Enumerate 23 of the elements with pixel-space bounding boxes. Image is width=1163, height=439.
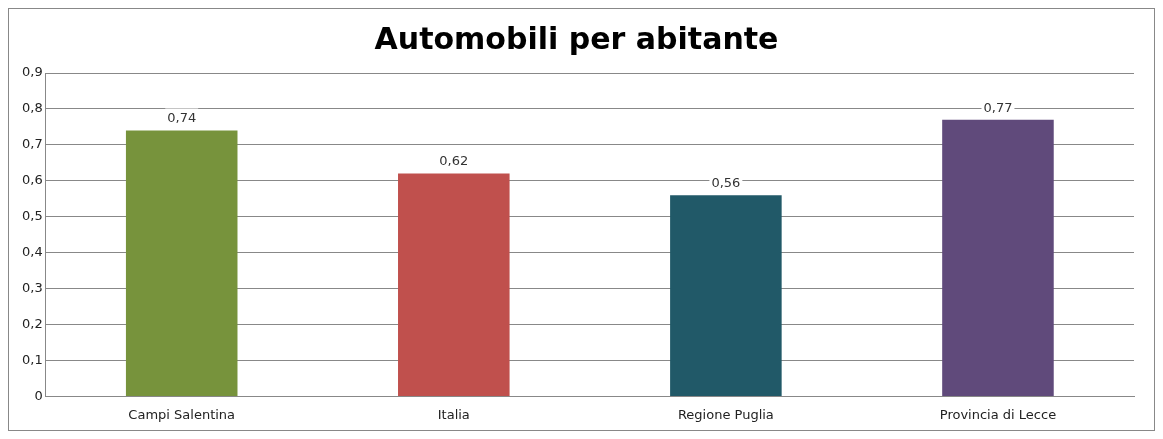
data-label: 0,74 [167, 110, 197, 126]
y-tick-label: 0,4 [21, 244, 43, 260]
data-label: 0,62 [439, 153, 469, 169]
data-label: 0,77 [983, 99, 1013, 115]
bar [670, 195, 782, 396]
x-tick-label: Regione Puglia [677, 406, 774, 422]
bar [942, 119, 1054, 396]
x-tick-label: Campi Salentina [128, 406, 236, 422]
y-tick-label: 0 [34, 387, 43, 403]
x-tick-label: Provincia di Lecce [939, 406, 1057, 422]
bar [398, 173, 510, 396]
y-tick-label: 0,8 [21, 100, 43, 116]
chart-title: Automobili per abitante [374, 20, 779, 56]
bar [125, 130, 238, 396]
y-tick-label: 0,9 [21, 64, 43, 80]
y-tick-label: 0,1 [21, 351, 43, 367]
y-tick-label: 0,7 [21, 136, 43, 152]
y-tick-label: 0,5 [21, 208, 43, 224]
data-label: 0,56 [711, 175, 741, 191]
y-tick-label: 0,6 [21, 172, 43, 188]
y-tick-label: 0,3 [21, 279, 43, 295]
y-tick-label: 0,2 [21, 315, 43, 331]
x-tick-label: Italia [437, 406, 470, 422]
